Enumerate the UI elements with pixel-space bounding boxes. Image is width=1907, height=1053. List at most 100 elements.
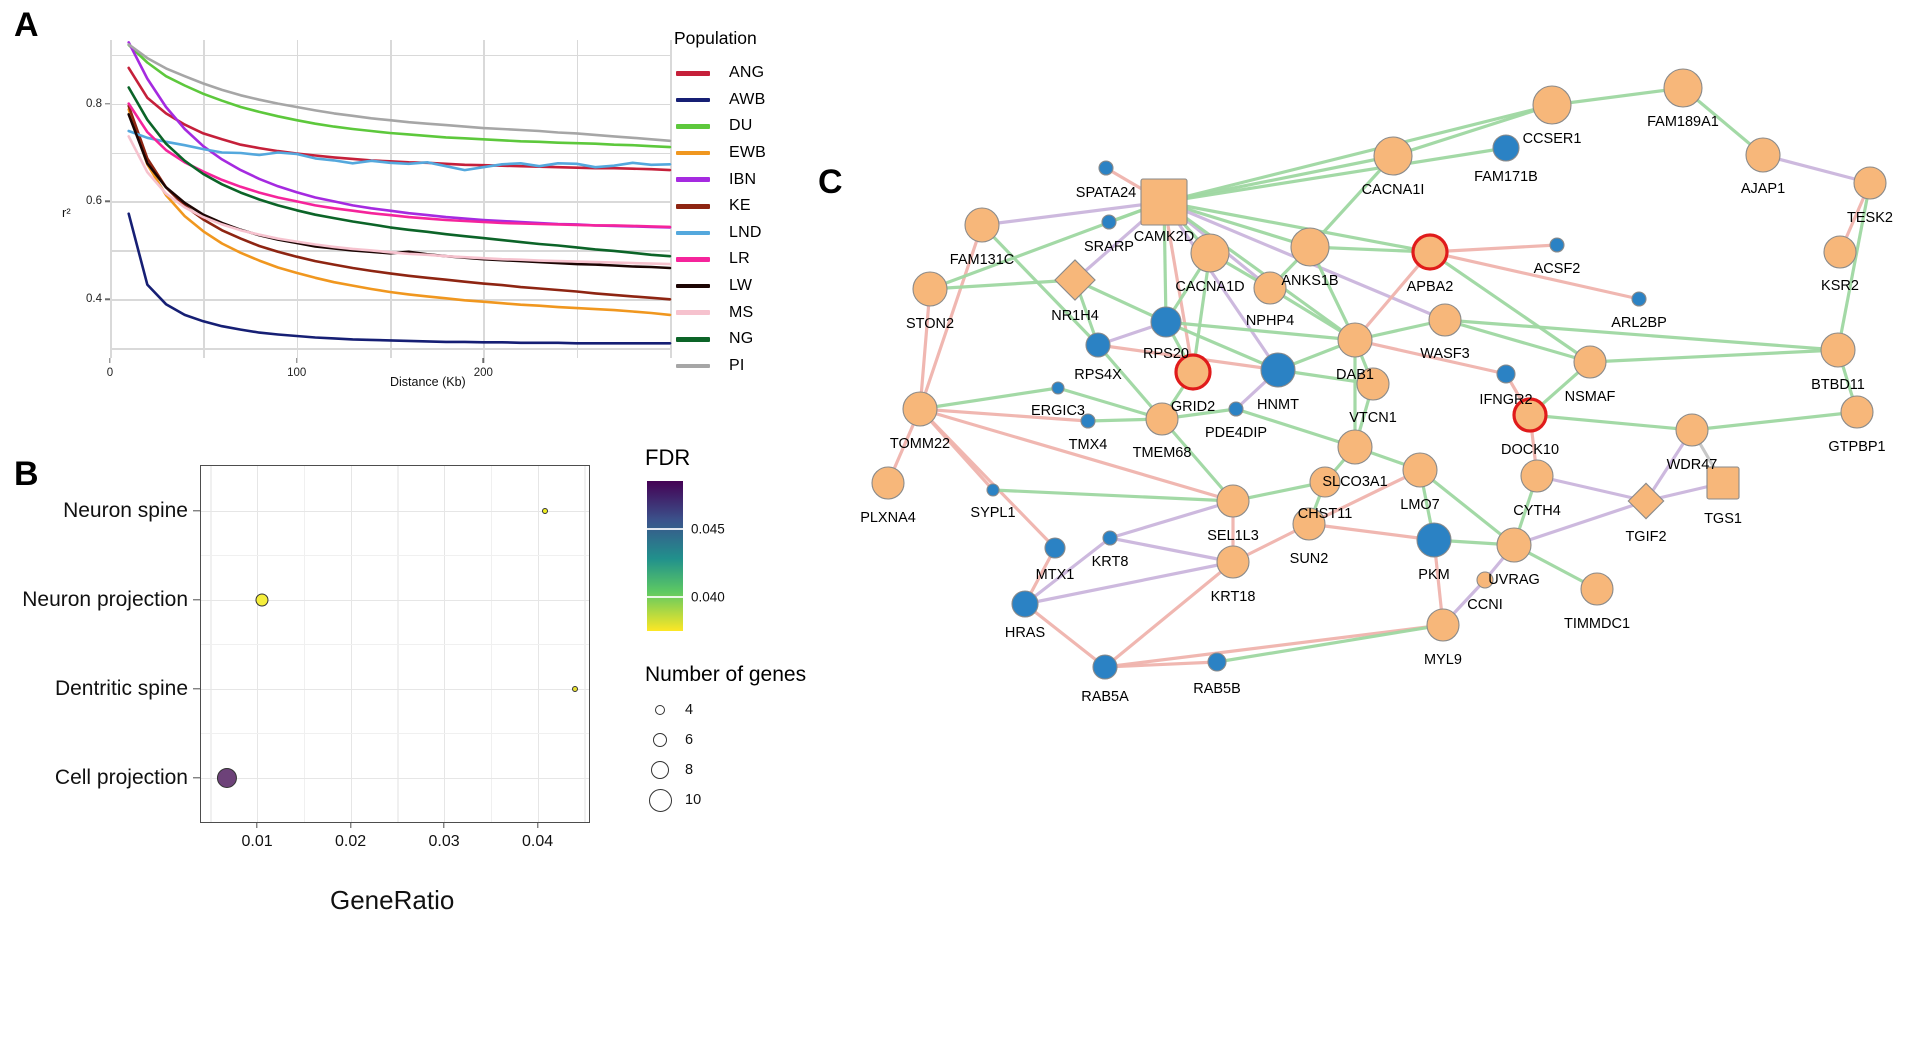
network-node-dock10[interactable] (1512, 397, 1548, 433)
network-node-mtx1[interactable] (1044, 537, 1066, 559)
network-node-fam171b[interactable] (1492, 134, 1520, 162)
legend-item-awb[interactable]: AWB (672, 87, 832, 114)
legend-item-lnd[interactable]: LND (672, 220, 832, 247)
network-node-myl9[interactable] (1426, 608, 1460, 642)
network-node-slco3a1[interactable] (1337, 429, 1373, 465)
line-series-ewb (127, 108, 672, 317)
network-node-ksr2[interactable] (1823, 235, 1857, 269)
legend-item-ang[interactable]: ANG (672, 60, 832, 87)
network-node-fam189a1[interactable] (1663, 68, 1703, 108)
network-node-cacna1d[interactable] (1190, 233, 1230, 273)
network-node-plxna4[interactable] (871, 466, 905, 500)
network-node-sypl1[interactable] (986, 483, 1000, 497)
network-node-rab5b[interactable] (1207, 652, 1227, 672)
panel-b-ytick-mark (193, 687, 200, 690)
network-node-rab5a[interactable] (1092, 654, 1118, 680)
network-node-camk2d[interactable] (1140, 178, 1188, 226)
panel-b-data-point[interactable] (571, 685, 578, 692)
network-node-label: SUN2 (1289, 551, 1329, 567)
network-node-ajap1[interactable] (1745, 137, 1781, 173)
genes-legend-item: 10 (645, 787, 830, 813)
network-node-srarp[interactable] (1101, 214, 1117, 230)
legend-item-label: ANG (729, 64, 765, 82)
network-node-spata24[interactable] (1098, 160, 1114, 176)
network-node-hnmt[interactable] (1260, 352, 1296, 388)
legend-item-lr[interactable]: LR (672, 246, 832, 273)
network-node-arl2bp[interactable] (1631, 291, 1647, 307)
legend-item-lw[interactable]: LW (672, 273, 832, 300)
network-edge (981, 200, 1165, 227)
network-node-sel1l3[interactable] (1216, 484, 1250, 518)
network-node-ston2[interactable] (912, 271, 948, 307)
legend-swatch-icon (676, 203, 710, 209)
network-node-gtpbp1[interactable] (1840, 395, 1874, 429)
network-node-tgs1[interactable] (1706, 466, 1740, 500)
panel-b-data-point[interactable] (255, 592, 269, 607)
network-node-acsf2[interactable] (1549, 237, 1565, 253)
network-node-pde4dip[interactable] (1228, 401, 1244, 417)
network-node-uvrag[interactable] (1496, 527, 1532, 563)
legend-item-ibn[interactable]: IBN (672, 166, 832, 193)
network-node-tomm22[interactable] (902, 391, 938, 427)
network-edge (1354, 338, 1507, 376)
network-node-cacna1i[interactable] (1373, 136, 1413, 176)
network-node-rps4x[interactable] (1085, 332, 1111, 358)
panel-b-data-point[interactable] (542, 507, 549, 514)
legend-item-label: DU (729, 117, 753, 135)
network-node-apba2[interactable] (1411, 233, 1449, 271)
network-node-tesk2[interactable] (1853, 166, 1887, 200)
network-node-chst11[interactable] (1309, 466, 1341, 498)
network-node-label: DOCK10 (1500, 442, 1560, 458)
network-edge (1309, 245, 1431, 254)
network-node-krt8[interactable] (1102, 530, 1118, 546)
network-node-sun2[interactable] (1292, 507, 1326, 541)
network-edge (1057, 386, 1163, 421)
network-node-pkm[interactable] (1416, 522, 1452, 558)
network-node-label: UVRAG (1488, 572, 1540, 588)
network-node-ergic3[interactable] (1051, 381, 1065, 395)
legend-item-ewb[interactable]: EWB (672, 140, 832, 167)
network-node-label: WDR47 (1666, 457, 1718, 473)
network-node-krt18[interactable] (1216, 545, 1250, 579)
legend-item-ke[interactable]: KE (672, 193, 832, 220)
network-edge (1429, 250, 1640, 301)
network-node-nr1h4[interactable] (1054, 259, 1096, 301)
panel-b-data-point[interactable] (217, 767, 238, 788)
legend-item-pi[interactable]: PI (672, 353, 832, 380)
network-node-timmdc1[interactable] (1580, 572, 1614, 606)
gridline-h (201, 599, 589, 601)
network-node-anks1b[interactable] (1290, 227, 1330, 267)
network-node-nsmaf[interactable] (1573, 345, 1607, 379)
genes-legend-circle-holder (645, 727, 675, 753)
panel-a-ytick-mark (105, 102, 110, 105)
network-node-tmem68[interactable] (1145, 402, 1179, 436)
network-node-dab1[interactable] (1337, 322, 1373, 358)
network-node-btbd11[interactable] (1820, 332, 1856, 368)
legend-item-ms[interactable]: MS (672, 299, 832, 326)
line-series-ke (127, 104, 672, 301)
network-node-nphp4[interactable] (1253, 271, 1287, 305)
network-node-grid2[interactable] (1174, 353, 1212, 391)
network-node-tmx4[interactable] (1080, 413, 1096, 429)
network-node-ccser1[interactable] (1532, 85, 1572, 125)
network-node-fam131c[interactable] (964, 207, 1000, 243)
network-node-ifngr2[interactable] (1496, 364, 1516, 384)
network-node-tgif2[interactable] (1627, 482, 1665, 520)
legend-item-du[interactable]: DU (672, 113, 832, 140)
network-edge (1308, 468, 1421, 526)
network-node-cyth4[interactable] (1520, 459, 1554, 493)
network-node-hras[interactable] (1011, 590, 1039, 618)
network-node-vtcn1[interactable] (1356, 367, 1390, 401)
network-edge (1536, 474, 1647, 503)
network-node-wdr47[interactable] (1675, 413, 1709, 447)
network-node-wasf3[interactable] (1428, 303, 1462, 337)
legend-item-ng[interactable]: NG (672, 326, 832, 353)
panel-b-xtick-label: 0.04 (522, 833, 554, 850)
network-node-ccni[interactable] (1476, 571, 1494, 589)
network-edge (1429, 250, 1591, 364)
panel-a-ld-decay: 0.8 0.6 0.4 0 100 200 r² Distance (Kb) Popula… (0, 0, 830, 420)
network-node-lmo7[interactable] (1402, 452, 1438, 488)
fdr-tick-label: 0.040 (691, 589, 725, 605)
network-node-rps20[interactable] (1150, 306, 1182, 338)
gridline-h-minor (201, 555, 589, 557)
